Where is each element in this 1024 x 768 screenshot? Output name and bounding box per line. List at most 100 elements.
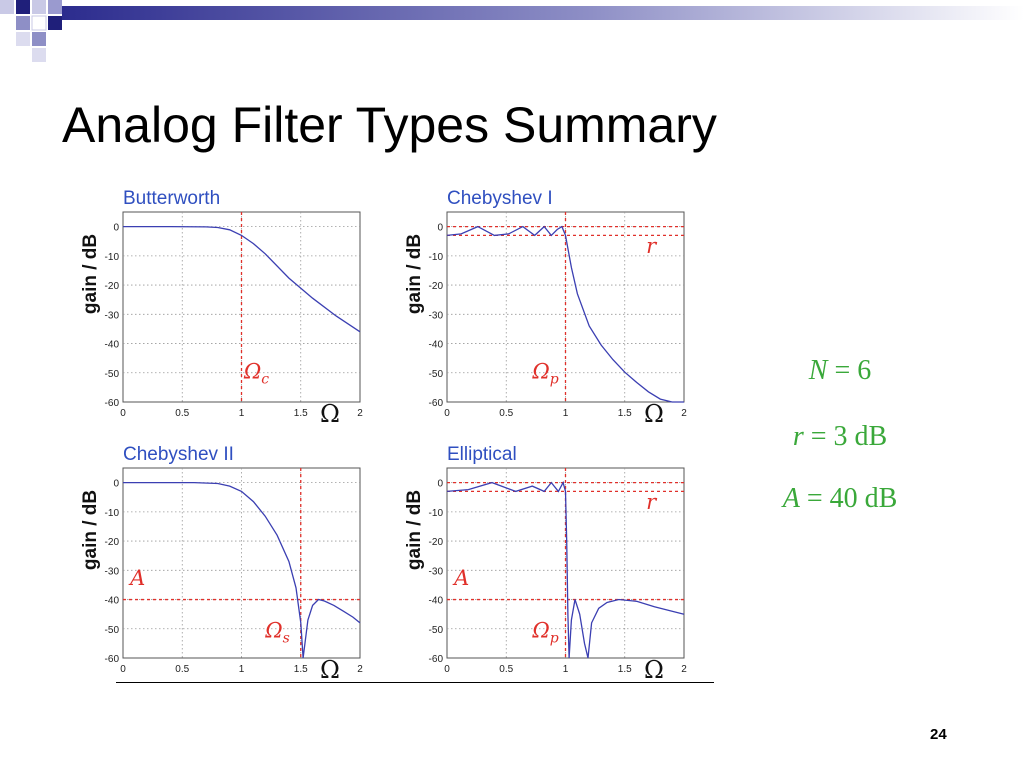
x-tick-label: 0.5	[175, 664, 189, 675]
x-tick-label: 1.5	[294, 408, 308, 419]
chebyshev-2-chart: Chebyshev II 0 0.5 1 1.5 2 0 -10 -20 -30 -40 -50 -60…	[80, 444, 363, 684]
header-square	[32, 32, 46, 46]
y-tick-label: -30	[429, 310, 444, 321]
panel-title: Chebyshev II	[123, 444, 234, 465]
panel-title: Butterworth	[123, 188, 220, 209]
x-axis-label: Ω	[644, 400, 664, 428]
x-tick-label: 1.5	[618, 408, 632, 419]
y-tick-label: -20	[429, 537, 444, 548]
x-tick-label: 1	[563, 664, 569, 675]
chart-panel-chebyshev-1: Chebyshev I 0 0.5 1 1.5 2 0 -10 -20 -30 -40 -50 -60 g…	[400, 180, 700, 430]
param-attenuation-symbol: A	[782, 483, 800, 514]
response-curve	[123, 481, 361, 659]
y-tick-label: -60	[429, 654, 444, 665]
y-tick-label: -60	[105, 654, 120, 665]
header-square	[0, 0, 14, 14]
panel-title: Elliptical	[447, 444, 517, 465]
plot-frame	[122, 467, 361, 659]
butterworth-chart: Butterworth 0 0.5 1 1.5 2 0 -10 -20 -30 -40 -50 -60 g…	[80, 188, 363, 428]
y-tick-label: -30	[105, 566, 120, 577]
x-tick-label: 1	[239, 408, 245, 419]
x-tick-label: 0	[444, 664, 450, 675]
slide-header-decoration	[0, 0, 1024, 64]
y-tick-label: -60	[429, 398, 444, 409]
x-tick-label: 0.5	[175, 408, 189, 419]
x-tick-label: 2	[357, 664, 363, 675]
y-tick-label: -10	[105, 252, 120, 263]
y-tick-label: -10	[429, 252, 444, 263]
y-tick-label: -20	[429, 281, 444, 292]
y-tick-label: 0	[437, 479, 443, 490]
annotation-label: r	[646, 490, 658, 514]
x-axis-label: Ω	[320, 400, 340, 428]
y-axis-label: gain / dB	[404, 234, 425, 314]
x-tick-label: 1	[563, 408, 569, 419]
param-order-symbol: N	[808, 355, 828, 386]
x-tick-label: 1.5	[618, 664, 632, 675]
y-tick-label: -10	[105, 508, 120, 519]
y-tick-label: -40	[105, 596, 120, 607]
x-tick-label: 0	[120, 664, 126, 675]
header-square	[16, 16, 30, 30]
param-ripple-value: = 3 dB	[803, 421, 888, 452]
x-tick-label: 2	[357, 408, 363, 419]
y-tick-label: -50	[105, 625, 120, 636]
y-tick-label: 0	[113, 479, 119, 490]
header-square	[48, 16, 62, 30]
param-attenuation: A = 40 dB	[760, 483, 920, 515]
y-tick-label: -30	[105, 310, 120, 321]
chart-panel-butterworth: Butterworth 0 0.5 1 1.5 2 0 -10 -20 -30 -40 -50 -60 g…	[76, 180, 376, 430]
x-tick-label: 0	[444, 408, 450, 419]
y-tick-label: -50	[429, 625, 444, 636]
x-tick-label: 1.5	[294, 664, 308, 675]
y-tick-label: -60	[105, 398, 120, 409]
annotation-label: A	[452, 566, 469, 590]
x-tick-label: 1	[239, 664, 245, 675]
x-axis-label: Ω	[644, 656, 664, 684]
slide-title: Analog Filter Types Summary	[62, 97, 717, 153]
y-tick-label: -10	[429, 508, 444, 519]
page-number: 24	[930, 726, 947, 743]
y-tick-label: 0	[113, 223, 119, 234]
param-attenuation-value: = 40 dB	[799, 483, 898, 514]
panel-title: Chebyshev I	[447, 188, 553, 209]
x-tick-label: 0.5	[499, 408, 513, 419]
param-order: N = 6	[760, 355, 920, 387]
header-squares-graphic	[0, 0, 1024, 62]
y-tick-label: -50	[429, 369, 444, 380]
y-tick-label: -50	[105, 369, 120, 380]
y-tick-label: -40	[105, 340, 120, 351]
y-axis-label: gain / dB	[404, 490, 425, 570]
y-tick-label: -20	[105, 281, 120, 292]
y-tick-label: -40	[429, 596, 444, 607]
y-tick-label: -40	[429, 340, 444, 351]
header-square	[16, 0, 30, 14]
chart-panel-chebyshev-2: Chebyshev II 0 0.5 1 1.5 2 0 -10 -20 -30 -40 -50 -60…	[76, 436, 376, 686]
header-square	[31, 15, 47, 31]
chebyshev-1-chart: Chebyshev I 0 0.5 1 1.5 2 0 -10 -20 -30 -40 -50 -60 g…	[404, 188, 687, 428]
y-axis-label: gain / dB	[80, 234, 101, 314]
y-axis-label: gain / dB	[80, 490, 101, 570]
header-square	[32, 48, 46, 62]
y-tick-label: -20	[105, 537, 120, 548]
chart-panel-elliptical: Elliptical 0 0.5 1 1.5 2 0 -10 -20 -30 -40 -50 -60 ga…	[400, 436, 700, 686]
x-tick-label: 2	[681, 408, 687, 419]
x-tick-label: 0	[120, 408, 126, 419]
annotation-label: r	[646, 234, 658, 258]
header-square	[48, 0, 62, 14]
y-tick-label: 0	[437, 223, 443, 234]
response-curve	[446, 225, 684, 403]
y-tick-label: -30	[429, 566, 444, 577]
x-tick-label: 0.5	[499, 664, 513, 675]
response-curve	[446, 480, 685, 659]
header-gradient-bar	[62, 6, 1024, 20]
param-ripple-symbol: r	[792, 421, 804, 452]
elliptical-chart: Elliptical 0 0.5 1 1.5 2 0 -10 -20 -30 -40 -50 -60 ga…	[404, 444, 687, 684]
header-square	[16, 32, 30, 46]
param-ripple: r = 3 dB	[760, 421, 920, 453]
header-square	[32, 0, 46, 14]
x-tick-label: 2	[681, 664, 687, 675]
figure-baseline	[116, 682, 714, 683]
x-axis-label: Ω	[320, 656, 340, 684]
annotation-label: A	[128, 566, 145, 590]
